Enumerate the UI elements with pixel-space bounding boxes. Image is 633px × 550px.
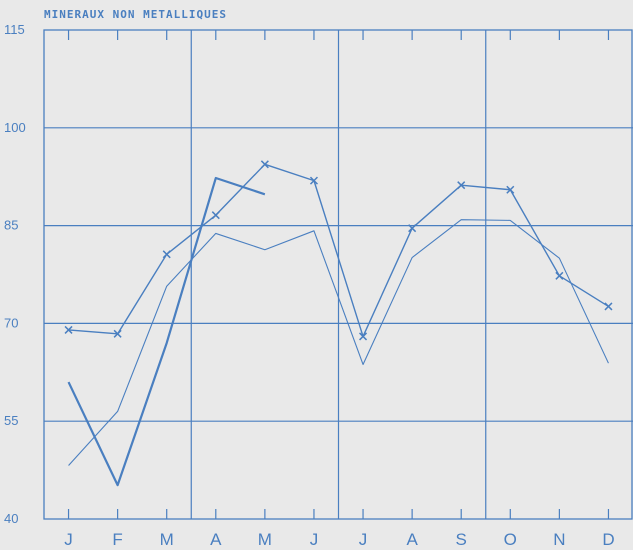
x-tick-label: A [210, 530, 222, 549]
data-point-marker [211, 211, 220, 220]
data-point-marker [555, 271, 564, 280]
data-point-marker [359, 332, 368, 341]
x-tick-label: A [406, 530, 418, 549]
y-tick-label: 70 [4, 315, 18, 330]
series-group [64, 160, 613, 487]
x-tick-label: N [553, 530, 565, 549]
y-tick-label: 40 [4, 511, 18, 526]
data-point-marker [457, 181, 466, 190]
data-point-marker [260, 160, 269, 169]
y-axis-ticks: 40 55 70 85 100 115 [4, 22, 26, 526]
grid [43, 29, 633, 520]
series-line-3 [67, 176, 266, 487]
x-tick-label: M [258, 530, 272, 549]
data-point-marker [309, 176, 318, 185]
series-line-2 [68, 219, 609, 466]
y-tick-label: 55 [4, 413, 18, 428]
x-tick-label: S [456, 530, 467, 549]
data-point-marker [64, 325, 73, 334]
chart-title: MINERAUX NON METALLIQUES [44, 8, 227, 21]
x-tick-label: D [602, 530, 614, 549]
y-tick-label: 115 [4, 22, 25, 37]
x-tick-label: J [64, 530, 73, 549]
x-tick-label: J [310, 530, 319, 549]
data-point-marker [408, 224, 417, 233]
data-point-marker [162, 250, 171, 259]
x-tick-label: J [359, 530, 368, 549]
series-line-1 [68, 163, 609, 338]
data-point-marker [604, 302, 613, 311]
data-point-marker [506, 185, 515, 194]
x-tick-label: M [160, 530, 174, 549]
y-tick-label: 100 [4, 120, 26, 135]
x-tick-label: O [504, 530, 517, 549]
y-tick-label: 85 [4, 218, 18, 233]
x-tick-label: F [112, 530, 122, 549]
data-point-marker [113, 329, 122, 338]
